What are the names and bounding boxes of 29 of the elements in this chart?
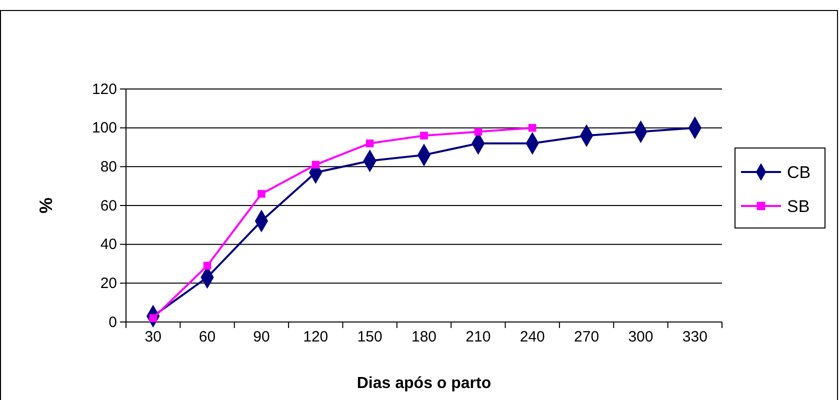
x-tick-label: 120 <box>303 328 328 346</box>
x-tick-label: 210 <box>466 328 491 346</box>
x-tick-label: 300 <box>628 328 654 346</box>
legend-label: CB <box>787 163 811 182</box>
x-tick-label: 30 <box>144 328 162 346</box>
y-tick-label: 60 <box>100 197 117 214</box>
x-tick-label: 90 <box>253 328 270 346</box>
x-tick-label: 270 <box>574 328 600 346</box>
x-tick-label: 60 <box>198 328 216 346</box>
x-tick-label: 150 <box>357 328 382 346</box>
point <box>528 124 536 132</box>
y-tick-label: 80 <box>100 158 117 176</box>
x-tick-label: 240 <box>520 328 545 346</box>
y-axis-title: % <box>36 197 56 214</box>
y-tick-label: 0 <box>108 314 117 331</box>
y-tick-label: 100 <box>92 120 117 137</box>
point <box>366 139 374 148</box>
y-tick-label: 40 <box>100 236 117 254</box>
x-tick-label: 330 <box>682 328 708 346</box>
x-tick-label: 180 <box>411 328 437 346</box>
point <box>203 262 212 270</box>
y-tick-label: 120 <box>92 80 117 98</box>
x-axis-title: Dias após o parto <box>356 375 492 392</box>
legend-label: SB <box>787 197 810 216</box>
point <box>474 128 482 136</box>
point <box>258 190 266 198</box>
point <box>420 132 428 140</box>
point <box>312 160 320 169</box>
y-tick-label: 20 <box>100 274 117 292</box>
